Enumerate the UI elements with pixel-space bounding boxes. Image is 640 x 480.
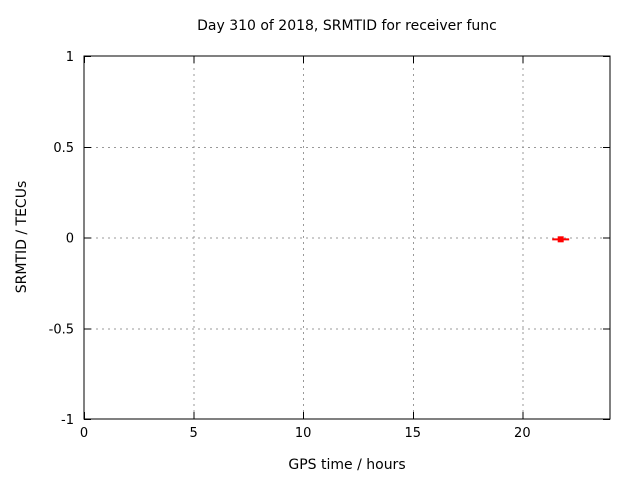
x-tick-label: 5 [189, 426, 197, 441]
axis-tick-marks [84, 56, 610, 420]
chart-title: Day 310 of 2018, SRMTID for receiver fun… [197, 18, 497, 34]
data-series-layer [552, 236, 570, 243]
x-tick-label: 20 [514, 426, 531, 441]
x-tick-labels: 0 5 10 15 20 [80, 426, 531, 441]
x-axis-label: GPS time / hours [288, 457, 405, 473]
y-tick-label: 1 [66, 50, 74, 65]
data-point-marker [557, 236, 564, 243]
x-tick-label: 15 [404, 426, 421, 441]
x-tick-label: 0 [80, 426, 88, 441]
y-tick-labels: -1 -0.5 0 0.5 1 [49, 50, 74, 428]
gridlines [84, 56, 610, 419]
y-axis-label: SRMTID / TECUs [14, 181, 30, 294]
y-tick-label: -0.5 [49, 322, 74, 337]
x-tick-label: 10 [295, 426, 312, 441]
y-tick-label: 0 [66, 232, 74, 247]
y-tick-label: 0.5 [53, 141, 74, 156]
y-tick-label: -1 [61, 413, 74, 428]
